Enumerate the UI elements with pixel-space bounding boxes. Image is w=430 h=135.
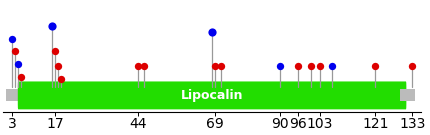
- Point: [307, 65, 314, 67]
- Point: [276, 65, 283, 67]
- Point: [218, 65, 225, 67]
- Point: [408, 65, 415, 67]
- Point: [9, 38, 15, 40]
- Point: [55, 65, 61, 67]
- Text: Lipocalin: Lipocalin: [181, 89, 243, 102]
- Point: [295, 65, 302, 67]
- Point: [372, 65, 379, 67]
- Point: [49, 25, 55, 27]
- Point: [316, 65, 323, 67]
- Bar: [400, 90, 415, 101]
- Point: [58, 78, 64, 80]
- Point: [329, 65, 335, 67]
- Point: [135, 65, 141, 67]
- Bar: [6, 90, 21, 101]
- Point: [141, 65, 148, 67]
- Point: [212, 65, 218, 67]
- Point: [12, 50, 18, 53]
- Point: [18, 76, 25, 78]
- FancyBboxPatch shape: [18, 81, 406, 109]
- Point: [52, 50, 58, 53]
- Point: [209, 31, 215, 33]
- Point: [15, 63, 22, 65]
